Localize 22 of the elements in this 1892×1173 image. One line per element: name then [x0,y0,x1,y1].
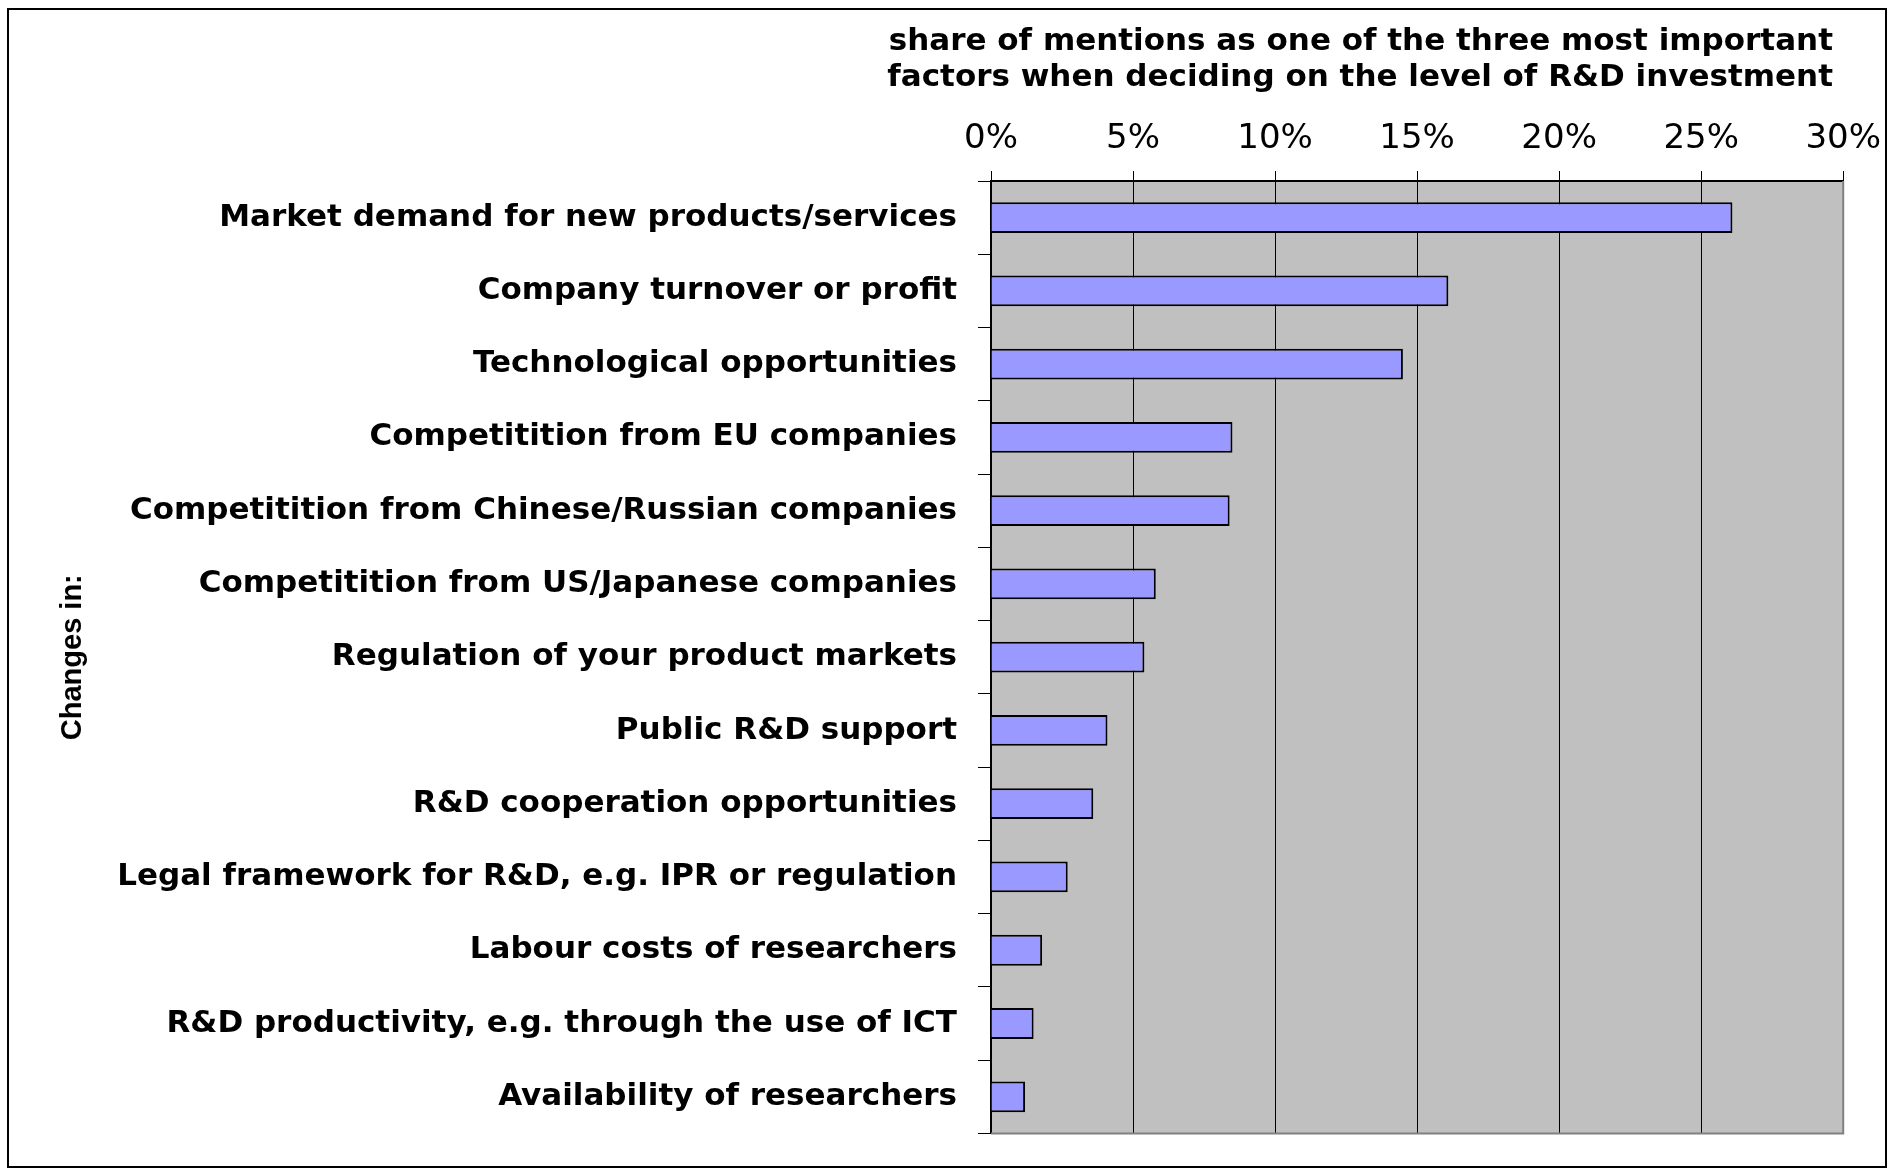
x-axis-title: share of mentions as one of the three most important factors when deciding on the level of R&D investment [887,21,1834,94]
x-tick-label: 10% [1237,116,1313,157]
y-tick-label: Labour costs of researchers [469,929,957,966]
y-tick-label: Public R&D support [615,709,958,746]
x-tick-label: 0% [964,116,1018,157]
y-tick-label: Technological opportunities [472,343,957,380]
y-tick-label: Competitition from EU companies [369,416,957,453]
x-tick-label: 30% [1805,116,1881,157]
y-tick-label: Competitition from US/Japanese companies [198,562,957,599]
y-tick-label: Availability of researchers [498,1075,957,1112]
y-tick-label: R&D cooperation opportunities [412,782,957,819]
x-tick-label: 20% [1521,116,1597,157]
y-axis-title: Changes in: [55,574,88,741]
y-tick-label: Market demand for new products/services [219,196,957,233]
y-tick-label: Regulation of your product markets [331,636,957,673]
x-tick-label: 15% [1379,116,1455,157]
x-tick-label: 5% [1106,116,1161,157]
x-tick-label: 25% [1663,116,1739,157]
y-tick-label: Legal framework for R&D, e.g. IPR or regulation [117,856,957,893]
y-tick-label: Competitition from Chinese/Russian companies [129,489,957,526]
y-tick-label: Company turnover or profit [477,269,958,306]
y-tick-label: R&D productivity, e.g. through the use of ICT [166,1002,957,1039]
